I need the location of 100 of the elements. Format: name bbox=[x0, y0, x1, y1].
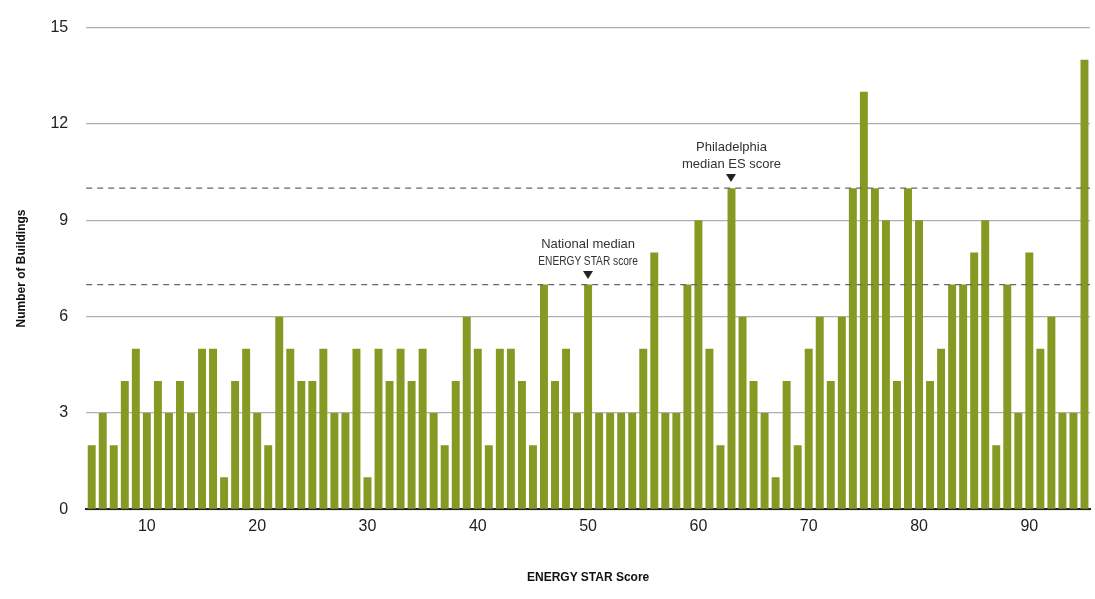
bar bbox=[164, 413, 173, 509]
bar bbox=[429, 413, 438, 509]
bar bbox=[187, 413, 195, 509]
bar bbox=[672, 413, 681, 509]
bar bbox=[98, 413, 107, 509]
bar bbox=[573, 413, 582, 509]
x-tick-label: 10 bbox=[137, 517, 156, 535]
bar bbox=[341, 413, 350, 509]
bar bbox=[915, 220, 923, 509]
bar bbox=[683, 284, 692, 509]
bar bbox=[617, 413, 626, 509]
bar bbox=[959, 284, 968, 509]
bar bbox=[981, 220, 990, 509]
bar bbox=[892, 380, 901, 509]
y-tick-label: 6 bbox=[59, 307, 69, 325]
bar bbox=[815, 316, 824, 509]
bar bbox=[970, 252, 979, 509]
bar bbox=[352, 348, 361, 509]
bar bbox=[462, 316, 471, 509]
bar bbox=[1058, 413, 1067, 509]
bar bbox=[584, 284, 593, 509]
bar bbox=[231, 380, 240, 509]
bar bbox=[264, 445, 273, 509]
bar bbox=[595, 413, 604, 509]
bar bbox=[716, 445, 725, 509]
bar bbox=[1014, 413, 1023, 509]
bar bbox=[506, 348, 515, 509]
bar bbox=[1047, 316, 1056, 509]
bar bbox=[870, 188, 879, 509]
x-tick-label: 40 bbox=[468, 517, 487, 535]
bar bbox=[473, 348, 482, 509]
bar bbox=[517, 380, 526, 509]
x-tick-label: 80 bbox=[910, 517, 929, 535]
y-tick-label: 9 bbox=[59, 210, 69, 228]
bar bbox=[286, 348, 295, 509]
bar bbox=[551, 380, 559, 509]
bar bbox=[948, 284, 957, 509]
bar bbox=[937, 348, 946, 509]
annotation: Philadelphia median ES score bbox=[682, 139, 781, 172]
bar bbox=[1069, 413, 1078, 509]
bar bbox=[120, 380, 129, 509]
bar bbox=[881, 220, 890, 509]
bar bbox=[396, 348, 405, 509]
bar bbox=[1025, 252, 1034, 509]
bar bbox=[650, 252, 659, 509]
x-axis-title: ENERGY STAR Score bbox=[526, 570, 650, 585]
bar bbox=[175, 380, 184, 509]
bar bbox=[992, 445, 1001, 509]
bar bbox=[1036, 348, 1045, 509]
bar bbox=[904, 188, 912, 509]
bar bbox=[495, 348, 504, 509]
bar bbox=[330, 413, 339, 509]
bar bbox=[749, 380, 758, 509]
x-tick-label: 60 bbox=[689, 517, 708, 535]
bar bbox=[451, 380, 460, 509]
bar bbox=[606, 413, 615, 509]
bar bbox=[297, 380, 306, 509]
bar bbox=[363, 477, 372, 509]
bar bbox=[760, 413, 769, 509]
bar bbox=[1003, 284, 1012, 509]
bar bbox=[418, 348, 427, 509]
bar bbox=[540, 284, 548, 509]
y-axis-title: Number of Buildings bbox=[13, 209, 28, 328]
bar bbox=[705, 348, 714, 509]
bar bbox=[484, 445, 493, 509]
y-tick-label: 12 bbox=[50, 114, 69, 132]
annotation: National median ENERGY STAR score bbox=[538, 235, 638, 267]
y-tick-label: 0 bbox=[59, 499, 69, 517]
bar bbox=[253, 413, 262, 509]
bar bbox=[562, 348, 571, 509]
bar bbox=[628, 413, 637, 509]
x-tick-label: 20 bbox=[248, 517, 267, 535]
bar bbox=[738, 316, 747, 509]
bar bbox=[804, 348, 813, 509]
bar bbox=[661, 413, 670, 509]
bar bbox=[859, 91, 868, 509]
bar bbox=[131, 348, 140, 509]
bar bbox=[209, 348, 218, 509]
bar bbox=[142, 413, 151, 509]
bar bbox=[926, 380, 935, 509]
bar bbox=[528, 445, 537, 509]
bar bbox=[198, 348, 206, 509]
bar bbox=[771, 477, 780, 509]
bar bbox=[639, 348, 648, 509]
bar bbox=[440, 445, 449, 509]
bar bbox=[782, 380, 791, 509]
y-tick-label: 3 bbox=[59, 403, 69, 421]
x-tick-label: 50 bbox=[579, 517, 598, 535]
bar bbox=[275, 316, 284, 509]
bar bbox=[826, 380, 835, 509]
bar bbox=[407, 380, 416, 509]
bar bbox=[319, 348, 328, 509]
bar bbox=[87, 445, 96, 509]
bar bbox=[793, 445, 802, 509]
bar bbox=[153, 380, 162, 509]
bar bbox=[694, 220, 703, 509]
bar bbox=[385, 380, 394, 509]
bar bbox=[109, 445, 118, 509]
x-tick-label: 70 bbox=[799, 517, 818, 535]
bar bbox=[242, 348, 251, 509]
